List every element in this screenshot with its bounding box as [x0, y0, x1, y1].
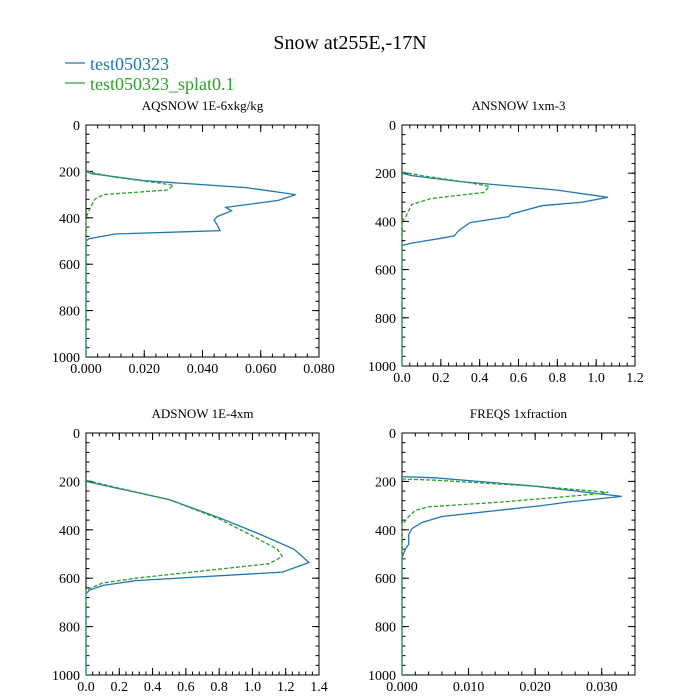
y-tick-label: 800 [59, 621, 80, 636]
series-line-splat [401, 478, 609, 675]
plot-frame [401, 124, 636, 367]
y-tick-label: 1000 [368, 669, 396, 684]
panel-title: FREQS 1xfraction [470, 406, 568, 421]
panel-aqsnow: AQSNOW 1E-6xkg/kg 0.000 0.020 0.040 0.060 0.0… [52, 98, 335, 377]
y-tick-label: 800 [375, 312, 396, 327]
y-tick-label: 600 [59, 572, 80, 587]
y-tick-label: 800 [375, 621, 396, 636]
x-tick-label: 0.6 [510, 371, 528, 386]
x-tick-label: 0.8 [549, 371, 567, 386]
x-tick-label: 0.030 [586, 680, 618, 695]
x-tick-label: 0.6 [177, 680, 195, 695]
y-tick-label: 800 [59, 305, 80, 320]
x-tick-label: 0.020 [129, 362, 161, 377]
x-tick-label: 0.4 [144, 680, 162, 695]
y-tick-label: 1000 [52, 669, 80, 684]
x-tick-label: 0.2 [111, 680, 129, 695]
x-tick-label: 0.0 [77, 680, 95, 695]
plot-frame [85, 124, 320, 358]
series-line-splat [401, 171, 491, 366]
y-tick-label: 400 [375, 524, 396, 539]
y-tick-label: 200 [375, 167, 396, 182]
x-tick-label: 0.0 [393, 371, 411, 386]
x-tick-label: 1.2 [626, 371, 644, 386]
x-tick-label: 0.040 [187, 362, 219, 377]
y-tick-label: 0 [73, 427, 80, 442]
x-tick-label: 0.000 [70, 362, 102, 377]
y-tick-label: 1000 [368, 360, 396, 375]
y-tick-label: 400 [59, 212, 80, 227]
series-line-splat [85, 479, 284, 675]
x-tick-label: 0.020 [519, 680, 551, 695]
legend: test050323 test050323_splat0.1 [65, 54, 235, 94]
series-line-test050323 [401, 172, 608, 366]
x-tick-label: 0.010 [453, 680, 485, 695]
y-tick-label: 600 [375, 572, 396, 587]
x-tick-label: 0.080 [303, 362, 335, 377]
legend-label-test050323: test050323 [90, 54, 169, 74]
panel-title: ANSNOW 1xm-3 [471, 98, 565, 113]
y-tick-label: 600 [59, 258, 80, 273]
legend-label-splat: test050323_splat0.1 [90, 74, 235, 94]
x-tick-label: 1.4 [310, 680, 328, 695]
x-tick-label: 1.0 [244, 680, 262, 695]
panel-adsnow: ADSNOW 1E-4xm 0.0 0.2 0.4 0.6 0.8 1.0 1.2 1.4 0 20… [52, 406, 328, 695]
y-tick-label: 400 [59, 524, 80, 539]
x-tick-label: 0.060 [245, 362, 277, 377]
y-tick-label: 0 [73, 119, 80, 134]
x-tick-label: 1.2 [277, 680, 295, 695]
series-line-splat [85, 169, 175, 357]
y-tick-label: 200 [59, 475, 80, 490]
series-line-test050323 [85, 170, 296, 357]
y-tick-label: 600 [375, 264, 396, 279]
plot-frame [401, 432, 636, 676]
panel-freqs: FREQS 1xfraction 0.000 0.010 0.020 0.030 0 200… [368, 406, 636, 695]
y-tick-label: 400 [375, 215, 396, 230]
x-tick-label: 0.8 [210, 680, 228, 695]
y-tick-label: 0 [389, 427, 396, 442]
panel-title: ADSNOW 1E-4xm [152, 406, 254, 421]
y-tick-label: 0 [389, 119, 396, 134]
y-tick-label: 200 [59, 165, 80, 180]
x-tick-label: 0.000 [386, 680, 418, 695]
plot-frame [85, 432, 320, 676]
y-tick-label: 200 [375, 475, 396, 490]
x-tick-label: 0.2 [432, 371, 450, 386]
x-tick-label: 1.0 [587, 371, 605, 386]
figure-title: Snow at255E,-17N [273, 32, 426, 54]
panel-ansnow: ANSNOW 1xm-3 0.0 0.2 0.4 0.6 0.8 1.0 1.2 0 200 400… [368, 98, 644, 386]
x-tick-label: 0.4 [471, 371, 489, 386]
y-tick-label: 1000 [52, 351, 80, 366]
panel-title: AQSNOW 1E-6xkg/kg [142, 98, 264, 113]
